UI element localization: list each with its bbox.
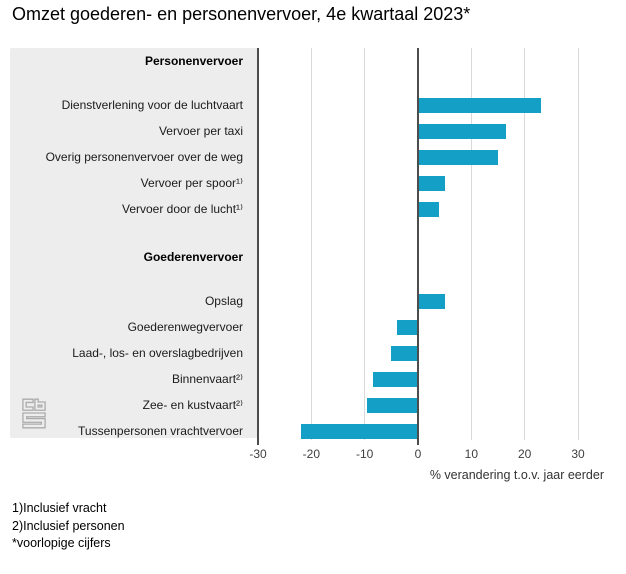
bar: [372, 372, 418, 387]
bar-label: Vervoer door de lucht¹⁾: [121, 202, 243, 216]
section-header: Personenvervoer: [144, 54, 243, 68]
gridline--30: [257, 48, 259, 445]
bar-label: Tussenpersonen vrachtvervoer: [78, 424, 243, 438]
bar: [418, 176, 445, 191]
x-tick-label: 20: [517, 447, 532, 461]
bar: [418, 124, 506, 139]
x-tick-label: -20: [302, 447, 320, 461]
footnote: *voorlopige cijfers: [12, 536, 111, 550]
gridline-30: [577, 48, 579, 440]
bar-label: Binnenvaart²⁾: [172, 372, 243, 386]
x-axis-title: % verandering t.o.v. jaar eerder: [429, 468, 604, 482]
bar: [391, 346, 418, 361]
gridline--20: [310, 48, 312, 440]
section-header: Goederenvervoer: [143, 250, 243, 264]
bar: [418, 98, 541, 113]
bar-label: Vervoer per taxi: [158, 124, 243, 138]
page-title: Omzet goederen- en personenvervoer, 4e k…: [12, 4, 471, 24]
gridline-20: [524, 48, 526, 440]
category-label-panel: [10, 48, 258, 438]
bar: [418, 202, 440, 217]
bar: [300, 424, 418, 439]
bar-chart: % verandering t.o.v. jaar eerder -30 -20 -…: [10, 48, 606, 482]
footnote: 2)Inclusief personen: [12, 518, 125, 533]
bar-label: Dienstverlening voor de luchtvaart: [61, 98, 243, 112]
footnotes: 1)Inclusief vracht 2)Inclusief personen *v…: [12, 500, 125, 553]
bar-label: Laad-, los- en overslagbedrijven: [72, 346, 243, 360]
x-tick-label: -30: [249, 447, 267, 461]
bar: [418, 150, 498, 165]
bar: [396, 320, 418, 335]
cbs-logo-icon: [22, 398, 46, 429]
x-tick-label: 30: [571, 447, 585, 461]
x-tick-label: 0: [414, 447, 422, 461]
gridline-10: [470, 48, 472, 440]
zero-line: [417, 48, 419, 445]
bar-label: Zee- en kustvaart²⁾: [142, 398, 243, 412]
x-tick-label: 10: [464, 447, 478, 461]
bar-label: Overig personenvervoer over de weg: [45, 150, 243, 164]
bar-label: Vervoer per spoor¹⁾: [140, 176, 243, 190]
gridline--10: [364, 48, 366, 440]
bar: [418, 294, 445, 309]
bar-label: Opslag: [204, 294, 243, 308]
bar: [367, 398, 418, 413]
bar-label: Goederenwegvervoer: [127, 320, 243, 334]
x-tick-label: -10: [355, 447, 374, 461]
footnote: 1)Inclusief vracht: [12, 501, 107, 515]
